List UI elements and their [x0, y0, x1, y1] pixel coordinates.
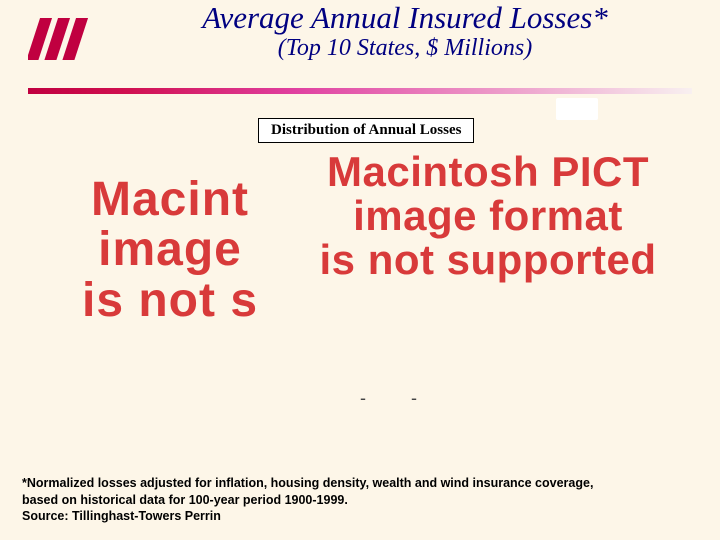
pict-err-line: image	[0, 225, 340, 275]
distribution-label: Distribution of Annual Losses	[271, 122, 461, 138]
divider-gradient	[28, 88, 692, 94]
title-subtitle: (Top 10 States, $ Millions)	[110, 36, 700, 61]
slide-title: Average Annual Insured Losses* (Top 10 S…	[110, 2, 700, 61]
iii-logo	[28, 12, 88, 64]
pict-error-left: Macint image is not s	[0, 175, 340, 326]
pict-err-line: is not supported	[278, 238, 698, 282]
pict-err-line: image format	[278, 194, 698, 238]
pict-err-line: Macintosh PICT	[278, 150, 698, 194]
pict-err-line: is not s	[0, 276, 340, 326]
dash-artifacts: - -	[360, 388, 437, 409]
white-artifact	[556, 98, 598, 120]
footnote-line: *Normalized losses adjusted for inflatio…	[22, 475, 702, 491]
footnote-line: based on historical data for 100-year pe…	[22, 492, 702, 508]
pict-error-right: Macintosh PICT image format is not suppo…	[278, 150, 698, 282]
pict-err-line: Macint	[0, 175, 340, 225]
slide-container: Average Annual Insured Losses* (Top 10 S…	[0, 0, 720, 540]
distribution-label-box: Distribution of Annual Losses	[258, 118, 474, 143]
footnote-line: Source: Tillinghast-Towers Perrin	[22, 508, 702, 524]
title-main: Average Annual Insured Losses*	[202, 0, 608, 35]
footnote-block: *Normalized losses adjusted for inflatio…	[22, 475, 702, 524]
